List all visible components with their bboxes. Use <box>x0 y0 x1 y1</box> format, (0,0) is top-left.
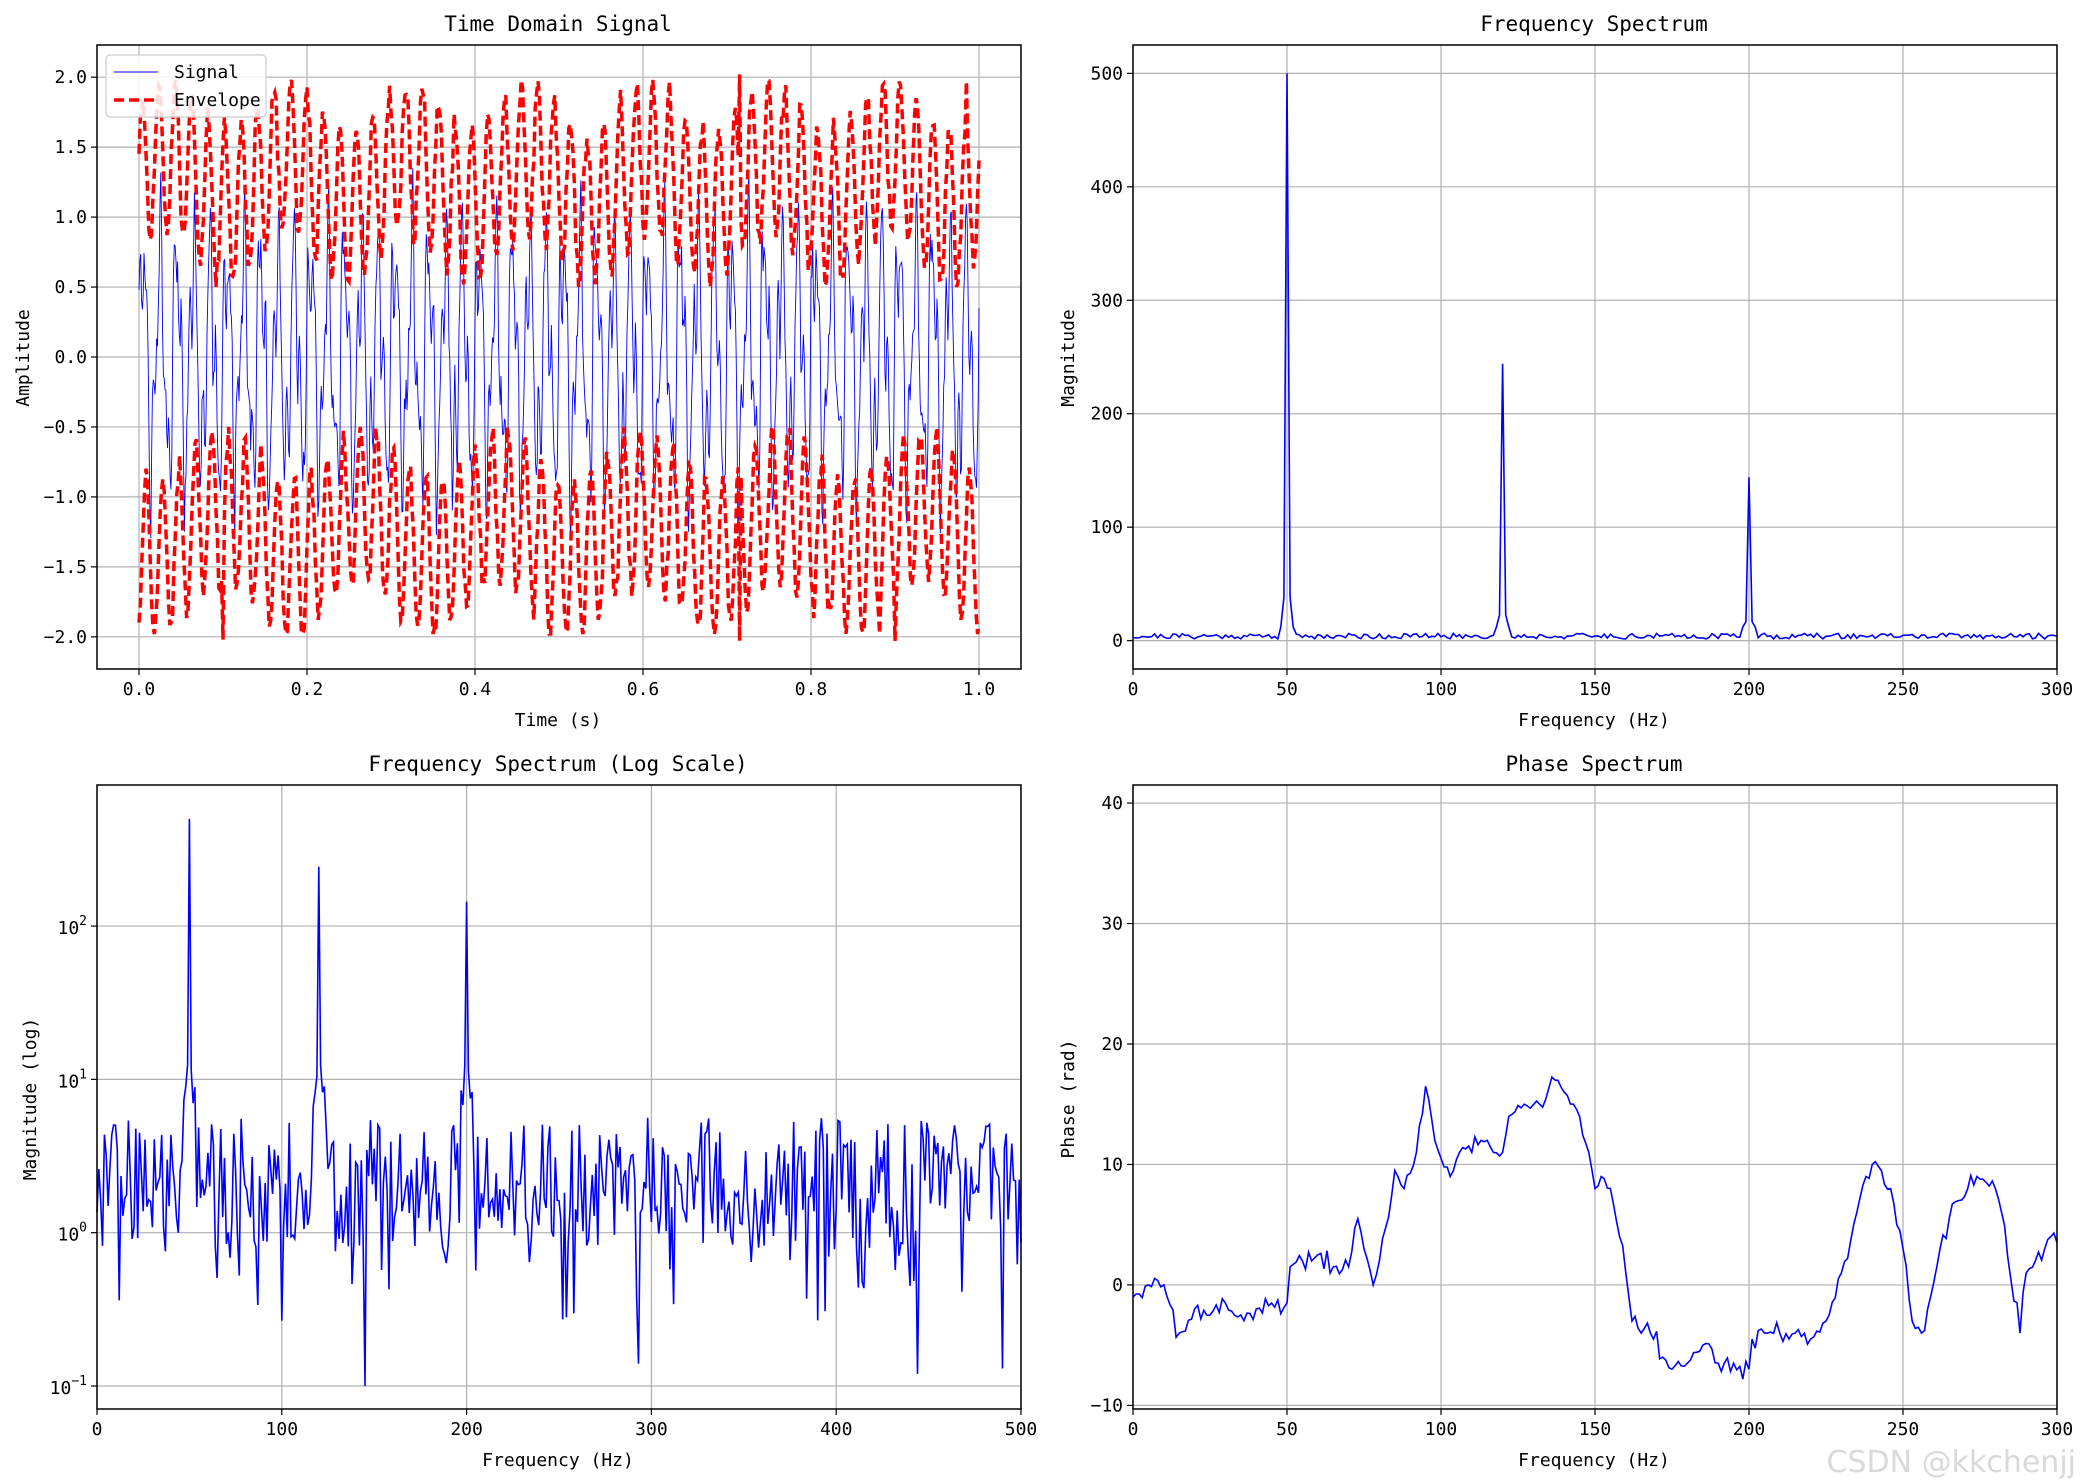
time-y-tick-label: 0.5 <box>54 277 87 298</box>
phase-x-tick-label: 100 <box>1425 1419 1458 1440</box>
spectrum-x-tick-label: 100 <box>1425 679 1458 700</box>
spectrum-y-tick-label: 400 <box>1090 177 1123 198</box>
phase-y-tick-label: 20 <box>1101 1034 1123 1055</box>
time-y-tick-label: 2.0 <box>54 67 87 88</box>
time-x-tick-label: 1.0 <box>963 679 996 700</box>
spectrum-x-tick-label: 0 <box>1128 679 1139 700</box>
time-x-tick-label: 0.6 <box>627 679 660 700</box>
spectrum-series-line <box>1132 73 2058 641</box>
logspec-y-tick-label: 100 <box>57 1221 87 1246</box>
log-spectrum-title: Frequency Spectrum (Log Scale) <box>368 752 747 776</box>
logspec-y-tick-label: 102 <box>57 914 87 939</box>
logspec-y-tick-label: 101 <box>57 1067 87 1092</box>
time-y-tick-label: 1.5 <box>54 137 87 158</box>
frequency-spectrum-axes-frame <box>1132 44 2058 670</box>
phase-y-tick-label: 30 <box>1101 914 1123 935</box>
spectrum-y-tick-label: 0 <box>1112 631 1123 652</box>
envelope-lower-series-line <box>137 425 981 642</box>
phase-x-tick-label: 300 <box>2041 1419 2074 1440</box>
frequency-spectrum-xlabel: Frequency (Hz) <box>1518 710 1670 731</box>
time-y-tick-label: 0.0 <box>54 347 87 368</box>
spectrum-y-tick-label: 500 <box>1090 63 1123 84</box>
spectrum-y-tick-label: 100 <box>1090 517 1123 538</box>
phase-x-tick-label: 150 <box>1579 1419 1612 1440</box>
phase-spectrum-axes-frame <box>1132 784 2058 1410</box>
phase-x-tick-label: 0 <box>1128 1419 1139 1440</box>
frequency-spectrum-ylabel: Magnitude <box>1058 309 1079 407</box>
time-domain-legend: Signal Envelope <box>105 54 267 118</box>
time-y-tick-label: −1.0 <box>44 487 87 508</box>
log-spectrum-series-line <box>96 818 1022 1387</box>
time-domain-xlabel: Time (s) <box>515 710 602 731</box>
envelope-upper-series-line <box>137 74 981 288</box>
logspec-x-tick-label: 500 <box>1005 1419 1038 1440</box>
phase-x-tick-label: 200 <box>1733 1419 1766 1440</box>
spectrum-x-tick-label: 300 <box>2041 679 2074 700</box>
logspec-x-tick-label: 300 <box>635 1419 668 1440</box>
phase-y-tick-label: −10 <box>1090 1395 1123 1416</box>
spectrum-x-tick-label: 150 <box>1579 679 1612 700</box>
time-domain-title: Time Domain Signal <box>444 12 672 36</box>
logspec-x-tick-label: 0 <box>92 1419 103 1440</box>
phase-y-tick-label: 10 <box>1101 1154 1123 1175</box>
phase-series-line <box>1132 1075 2058 1380</box>
logspec-x-tick-label: 200 <box>450 1419 483 1440</box>
time-x-tick-label: 0.8 <box>795 679 828 700</box>
watermark: CSDN @kkchenjj <box>1827 1445 2076 1480</box>
time-x-tick-label: 0.0 <box>123 679 156 700</box>
spectrum-y-tick-label: 200 <box>1090 404 1123 425</box>
time-y-tick-label: −1.5 <box>44 557 87 578</box>
logspec-y-tick-label: 10−1 <box>50 1374 87 1399</box>
time-domain-ylabel: Amplitude <box>13 309 34 407</box>
spectrum-x-tick-label: 200 <box>1733 679 1766 700</box>
log-spectrum-ylabel: Magnitude (log) <box>20 1018 41 1181</box>
time-domain-panel: Time Domain Signal Time (s) Amplitude 0.… <box>13 12 1022 731</box>
log-spectrum-axes-frame <box>96 784 1022 1410</box>
phase-x-tick-label: 250 <box>1887 1419 1920 1440</box>
logspec-x-tick-label: 100 <box>266 1419 299 1440</box>
time-domain-axes-frame <box>96 44 1022 670</box>
phase-y-tick-label: 40 <box>1101 793 1123 814</box>
phase-x-tick-label: 50 <box>1276 1419 1298 1440</box>
frequency-spectrum-title: Frequency Spectrum <box>1480 12 1708 36</box>
phase-spectrum-ylabel: Phase (rad) <box>1058 1039 1079 1158</box>
log-spectrum-xlabel: Frequency (Hz) <box>482 1450 634 1471</box>
signal-series-line <box>138 168 980 540</box>
legend-signal-label: Signal <box>174 62 239 83</box>
logspec-x-tick-label: 400 <box>820 1419 853 1440</box>
phase-spectrum-panel: Phase Spectrum Frequency (Hz) Phase (rad… <box>1058 752 2073 1471</box>
frequency-spectrum-panel: Frequency Spectrum Frequency (Hz) Magnit… <box>1058 12 2073 731</box>
log-spectrum-panel: Frequency Spectrum (Log Scale) Frequency… <box>20 752 1037 1471</box>
time-x-tick-label: 0.2 <box>291 679 324 700</box>
phase-y-tick-label: 0 <box>1112 1275 1123 1296</box>
time-x-tick-label: 0.4 <box>459 679 492 700</box>
time-y-tick-label: 1.0 <box>54 207 87 228</box>
phase-spectrum-xlabel: Frequency (Hz) <box>1518 1450 1670 1471</box>
spectrum-y-tick-label: 300 <box>1090 290 1123 311</box>
time-y-tick-label: −2.0 <box>44 627 87 648</box>
spectrum-x-tick-label: 250 <box>1887 679 1920 700</box>
phase-spectrum-title: Phase Spectrum <box>1505 752 1682 776</box>
legend-envelope-label: Envelope <box>174 90 261 111</box>
time-y-tick-label: −0.5 <box>44 417 87 438</box>
spectrum-x-tick-label: 50 <box>1276 679 1298 700</box>
